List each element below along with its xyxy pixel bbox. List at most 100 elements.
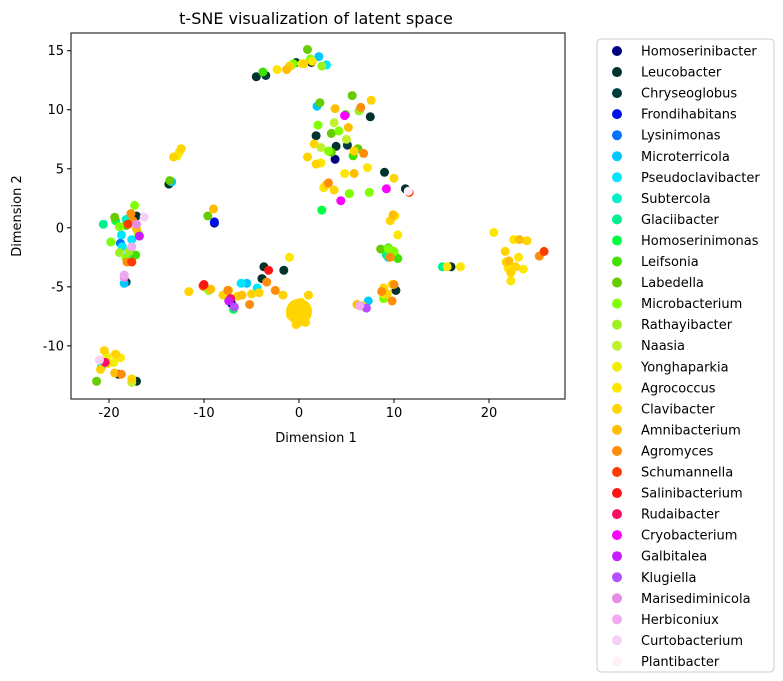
legend-marker (612, 467, 622, 477)
legend-marker (612, 551, 622, 562)
y-tick-label: 15 (47, 44, 64, 59)
legend-label: Agromyces (641, 444, 714, 459)
data-point (106, 237, 116, 247)
data-point (98, 219, 108, 229)
legend-label: Agrococcus (641, 381, 716, 396)
data-point (127, 257, 137, 267)
data-point (229, 302, 239, 312)
plot-frame (70, 32, 566, 400)
data-point (258, 67, 268, 77)
legend-label: Schumannella (641, 466, 733, 481)
data-point (376, 244, 386, 254)
data-point (336, 196, 346, 206)
data-point (279, 265, 289, 275)
legend-marker (612, 67, 622, 78)
data-point (380, 167, 389, 177)
data-point (110, 212, 120, 222)
data-point (514, 252, 523, 262)
data-point (132, 219, 141, 229)
data-point (334, 126, 344, 136)
data-point (343, 123, 353, 132)
legend-label: Chryseoglobus (641, 87, 737, 102)
data-point (317, 61, 327, 71)
legend-marker (612, 193, 622, 204)
data-point (389, 280, 399, 289)
data-point (209, 217, 219, 227)
legend-label: Yonghaparkia (640, 360, 729, 375)
legend-marker (612, 214, 622, 225)
data-point (165, 176, 175, 186)
data-point (99, 346, 109, 356)
data-point (377, 287, 387, 297)
legend-label: Plantibacter (641, 655, 720, 670)
data-point (311, 131, 321, 141)
y-tick-label: 10 (47, 103, 64, 118)
data-point (285, 252, 294, 262)
plot-area (92, 45, 549, 387)
legend-marker (612, 382, 622, 393)
data-point (126, 209, 136, 219)
data-point (518, 264, 528, 274)
legend: Homoserinibacter Leucobacter Chryseoglobus… (596, 38, 775, 673)
data-point (514, 235, 524, 245)
legend-label: Galbitalea (641, 550, 707, 565)
data-point (224, 296, 234, 306)
data-point (96, 365, 105, 374)
legend-label: Clavibacter (641, 402, 715, 417)
x-tick-label: 20 (481, 406, 498, 421)
data-point (303, 45, 312, 54)
data-point (355, 301, 365, 311)
legend-marker (612, 488, 622, 499)
data-point (127, 235, 137, 245)
x-axis-label: Dimension 1 (275, 431, 357, 446)
data-point (340, 169, 350, 178)
data-point (131, 250, 141, 260)
legend-label: Naasia (641, 339, 685, 354)
data-point (95, 355, 104, 365)
data-point (365, 112, 375, 122)
data-point (264, 265, 274, 275)
data-point (123, 219, 133, 229)
data-point (366, 95, 376, 105)
data-point (393, 230, 403, 240)
data-point (522, 236, 532, 246)
data-point (324, 146, 333, 156)
legend-label: Microterricola (641, 150, 730, 165)
legend-label: Frondihabitans (641, 108, 737, 123)
data-point (116, 369, 126, 379)
data-point (393, 254, 403, 263)
data-point (251, 72, 261, 82)
legend-marker (612, 340, 622, 351)
data-point (184, 287, 194, 297)
y-tick-label: 0 (56, 221, 64, 236)
legend-marker (612, 151, 622, 162)
data-point (330, 104, 340, 114)
legend-label: Homoserinibacter (641, 45, 757, 60)
legend-label: Leifsonia (641, 255, 699, 270)
data-point (245, 300, 255, 309)
legend-marker (612, 656, 622, 667)
legend-marker (612, 298, 622, 309)
legend-marker (612, 635, 622, 646)
data-point (506, 268, 516, 278)
data-point (388, 210, 398, 220)
legend-label: Curtobacterium (641, 634, 743, 649)
legend-marker (612, 172, 622, 183)
legend-label: Cryobacterium (641, 529, 737, 544)
data-point (299, 59, 309, 69)
data-point (110, 368, 120, 378)
data-point (342, 134, 351, 144)
data-point (209, 204, 218, 214)
legend-label: Labedella (641, 276, 704, 291)
x-tick-label: 0 (295, 406, 303, 421)
legend-marker (612, 509, 622, 520)
data-point (236, 278, 246, 288)
data-point (313, 120, 323, 130)
legend-label: Rathayibacter (641, 318, 733, 333)
legend-label: Lysinimonas (641, 129, 721, 144)
data-point (456, 262, 465, 272)
data-point (307, 56, 317, 66)
legend-label: Microbacterium (641, 297, 742, 312)
data-point (262, 277, 272, 287)
